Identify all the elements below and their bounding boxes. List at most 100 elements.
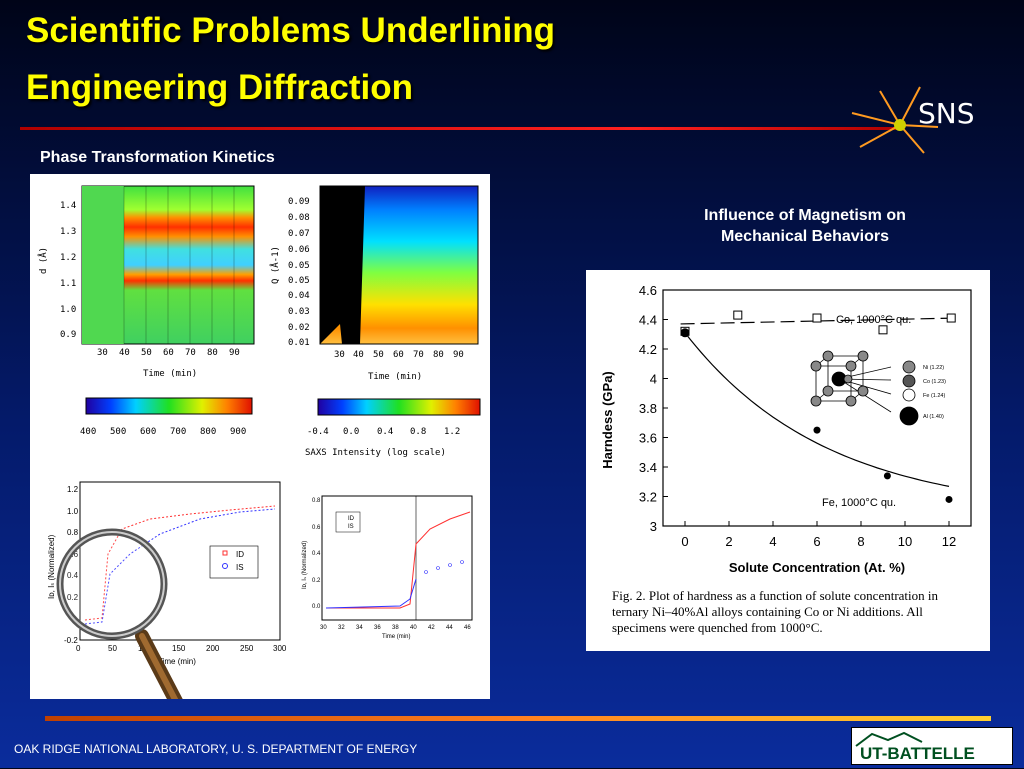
series-label-fe: Fe, 1000°C qu. bbox=[822, 497, 896, 509]
kl-ytick-0: 1.2 bbox=[67, 485, 79, 494]
d-xtick-3: 60 bbox=[163, 348, 174, 358]
hardness-xtick-label: 4 bbox=[769, 534, 776, 549]
s-xtick-2: 50 bbox=[373, 350, 384, 360]
s-ytick-7: 0.03 bbox=[288, 307, 310, 317]
d-xtick-4: 70 bbox=[185, 348, 196, 358]
hardness-xtick-label: 10 bbox=[898, 534, 912, 549]
kr-legend-0: ID bbox=[348, 516, 355, 522]
footer-divider bbox=[45, 716, 991, 721]
s-cbar-4: 1.2 bbox=[444, 427, 460, 437]
s-xtick-5: 80 bbox=[433, 350, 444, 360]
s-cbar-2: 0.4 bbox=[377, 427, 393, 437]
co-data-point bbox=[878, 325, 888, 335]
d-ytick-0: 1.4 bbox=[60, 201, 76, 211]
kr-xtick-1: 32 bbox=[338, 625, 345, 631]
d-xtick-5: 80 bbox=[207, 348, 218, 358]
magnifier-icon bbox=[56, 528, 187, 716]
atom-ni: Ni (1.22) bbox=[923, 365, 944, 371]
kr-xtick-5: 40 bbox=[410, 625, 417, 631]
d-cbar-3: 700 bbox=[170, 427, 186, 437]
d-xtick-1: 40 bbox=[119, 348, 130, 358]
hardness-ytick-label: 4.4 bbox=[639, 313, 657, 328]
hardness-xtick-label: 6 bbox=[813, 534, 820, 549]
kr-xtick-4: 38 bbox=[392, 625, 399, 631]
kl-xtick-3: 150 bbox=[172, 644, 186, 653]
kr-ytick-0: 0.8 bbox=[312, 498, 321, 504]
s-xtick-4: 70 bbox=[413, 350, 424, 360]
kinetics-right-plot bbox=[321, 495, 473, 621]
kr-ytick-2: 0.4 bbox=[312, 551, 321, 557]
ut-battelle-text: UT-BATTELLE bbox=[860, 744, 975, 763]
d-xtick-2: 50 bbox=[141, 348, 152, 358]
d-colorbar bbox=[85, 397, 253, 415]
ut-battelle-logo: UT-BATTELLE bbox=[851, 727, 1013, 765]
hardness-panel: 4.6 4.4 4.2 4 3.8 3.6 3.4 3.2 3 0 2 4 6 8 10 12 Harnde… bbox=[586, 270, 990, 651]
d-ytick-1: 1.3 bbox=[60, 227, 76, 237]
d-ytick-3: 1.1 bbox=[60, 279, 76, 289]
d-ylabel: d (Å) bbox=[37, 247, 49, 274]
d-xlabel: Time (min) bbox=[143, 369, 197, 379]
s-cbar-0: -0.4 bbox=[307, 427, 329, 437]
fe-data-point bbox=[945, 495, 953, 503]
atom-fe: Fe (1.24) bbox=[923, 393, 945, 399]
hardness-ytick-label: 3.6 bbox=[639, 431, 657, 446]
s-cbar-3: 0.8 bbox=[410, 427, 426, 437]
d-ytick-4: 1.0 bbox=[60, 305, 76, 315]
hardness-xtick-label: 2 bbox=[725, 534, 732, 549]
section-right-title-line2: Mechanical Behaviors bbox=[720, 228, 890, 245]
hardness-ytick-label: 4.2 bbox=[639, 342, 657, 357]
atom-al: Al (1.40) bbox=[923, 414, 944, 420]
d-xtick-6: 90 bbox=[229, 348, 240, 358]
d-xtick-0: 30 bbox=[97, 348, 108, 358]
s-xtick-0: 30 bbox=[334, 350, 345, 360]
d-cbar-2: 600 bbox=[140, 427, 156, 437]
s-xtick-6: 90 bbox=[453, 350, 464, 360]
kl-xtick-6: 300 bbox=[273, 644, 287, 653]
sns-logo: SNS bbox=[851, 86, 975, 154]
title-divider bbox=[20, 127, 900, 130]
kr-xtick-3: 36 bbox=[374, 625, 381, 631]
s-ytick-9: 0.01 bbox=[288, 338, 310, 348]
kl-ytick-5: 0.2 bbox=[67, 593, 79, 602]
kr-xtick-6: 42 bbox=[428, 625, 435, 631]
d-cbar-5: 900 bbox=[230, 427, 246, 437]
kl-xtick-0: 0 bbox=[76, 644, 81, 653]
crystal-structure-icon bbox=[810, 350, 919, 426]
hardness-ytick-label: 4 bbox=[650, 372, 657, 387]
kl-xtick-4: 200 bbox=[206, 644, 220, 653]
slide-title-line1: Scientific Problems Underlining bbox=[26, 11, 555, 50]
kr-xtick-0: 30 bbox=[320, 625, 327, 631]
co-series-line bbox=[680, 317, 958, 325]
s-ytick-3: 0.06 bbox=[288, 245, 310, 255]
s-ytick-5: 0.05 bbox=[288, 276, 310, 286]
sns-logo-text: SNS bbox=[918, 97, 975, 130]
co-data-point bbox=[812, 313, 822, 323]
kl-ylabel: Iᴅ, Iₛ (Normalized) bbox=[47, 534, 56, 599]
fe-data-point bbox=[883, 472, 891, 480]
kl-xtick-1: 50 bbox=[108, 644, 117, 653]
hardness-chart: 4.6 4.4 4.2 4 3.8 3.6 3.4 3.2 3 0 2 4 6 8 10 12 Harnde… bbox=[600, 283, 972, 635]
hardness-plot-frame bbox=[662, 289, 972, 527]
s-ytick-8: 0.02 bbox=[288, 323, 310, 333]
kr-xtick-8: 46 bbox=[464, 625, 471, 631]
s-ytick-1: 0.08 bbox=[288, 213, 310, 223]
slide-title-line2: Engineering Diffraction bbox=[26, 68, 413, 107]
s-ytick-4: 0.05 bbox=[288, 261, 310, 271]
fe-series-line bbox=[684, 332, 950, 487]
co-data-point bbox=[946, 313, 956, 323]
section-right-title-line1: Influence of Magnetism on bbox=[704, 207, 906, 224]
kl-xtick-5: 250 bbox=[240, 644, 254, 653]
s-cbar-label: SAXS Intensity (log scale) bbox=[305, 448, 446, 458]
kl-xlabel: Time (min) bbox=[158, 657, 196, 666]
hardness-xtick-label: 0 bbox=[681, 534, 688, 549]
kl-legend-0: ID bbox=[236, 550, 244, 559]
fe-data-point bbox=[813, 426, 821, 434]
hardness-xtick-label: 8 bbox=[857, 534, 864, 549]
s-xlabel: Time (min) bbox=[368, 372, 422, 382]
fe-data-point bbox=[680, 328, 690, 338]
d-ytick-2: 1.2 bbox=[60, 253, 76, 263]
hardness-ylabel: Harndess (GPa) bbox=[600, 371, 615, 469]
kinetics-left-plot bbox=[79, 481, 281, 641]
kl-legend-1: IS bbox=[236, 563, 244, 572]
kl-ytick-7: -0.2 bbox=[64, 636, 78, 645]
